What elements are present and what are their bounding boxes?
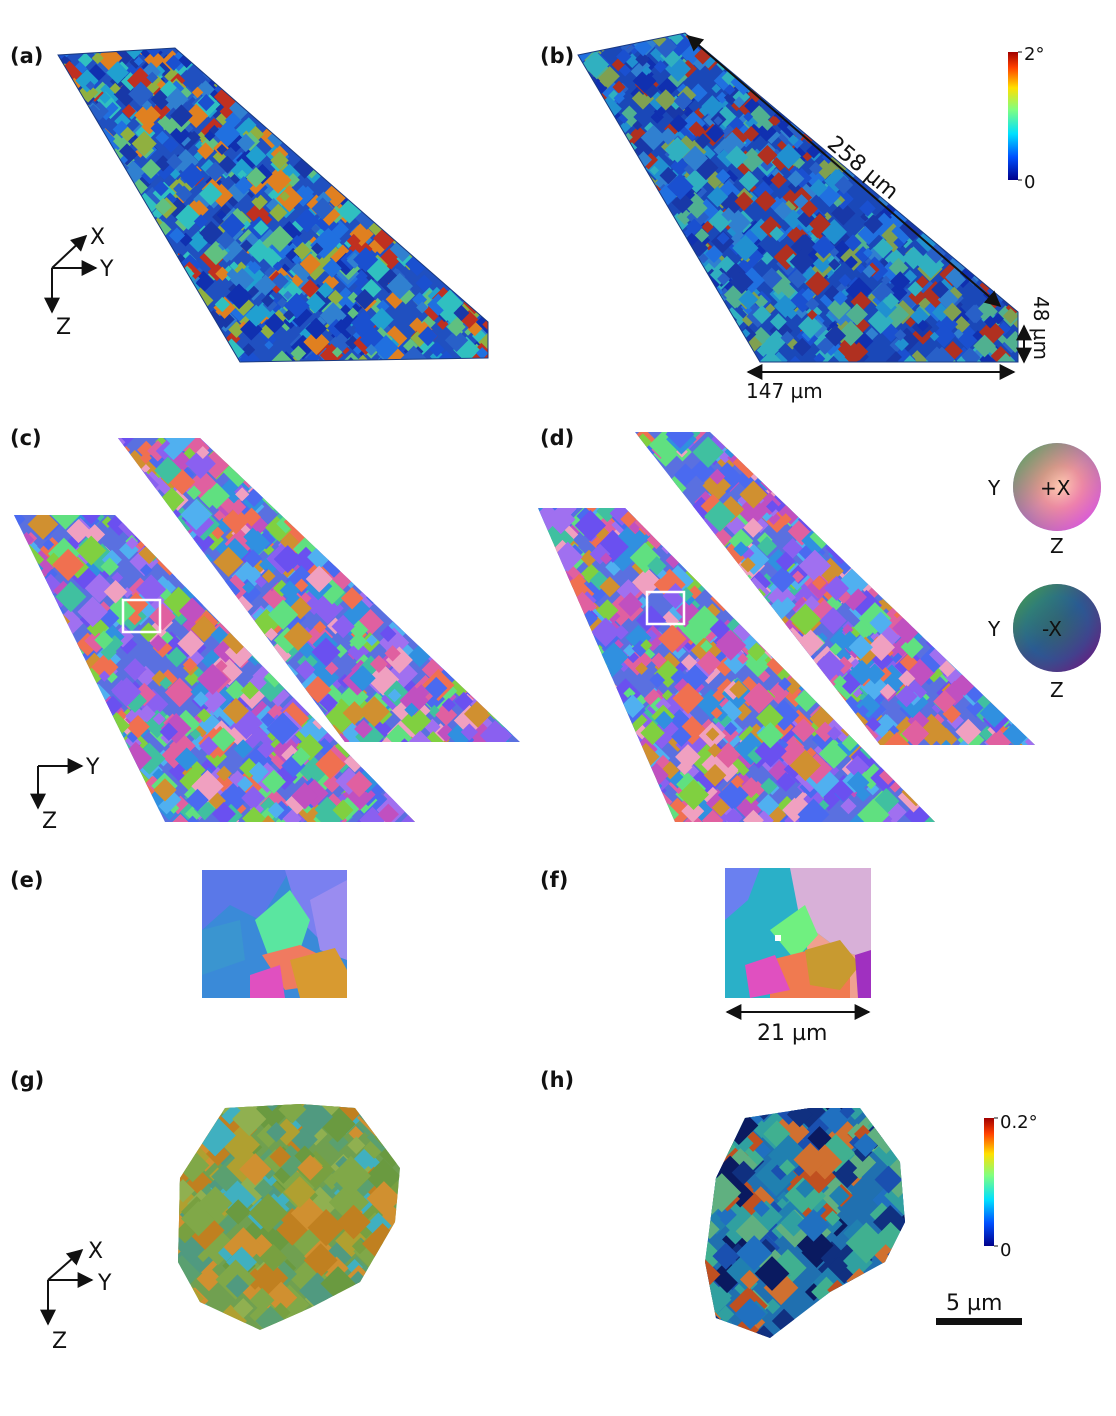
scale-bar-label: 5 µm: [946, 1291, 1002, 1316]
axis-x-label: X: [88, 1239, 103, 1264]
panel-h-grain: [705, 1108, 905, 1338]
scale-bar: 5 µm: [936, 1291, 1022, 1325]
panel-label-f: (f): [540, 868, 569, 892]
ipf-center-label: -X: [1042, 617, 1062, 641]
axis-triad-a: X Y Z: [44, 225, 114, 340]
panel-label-h: (h): [540, 1068, 575, 1092]
panel-label-e: (e): [10, 868, 44, 892]
panel-b-volume: [577, 32, 1019, 363]
axis-triad-c: Y Z: [30, 755, 100, 834]
axis-y-label: Y: [85, 755, 100, 780]
colorbar-bottom: 0.2° 0: [984, 1112, 1038, 1261]
colorbar-min-label: 0: [1000, 1240, 1011, 1261]
panel-g-grain: [178, 1104, 400, 1330]
panel-e-inset: [202, 870, 347, 998]
ipf-key-plus: +X Y Z: [987, 443, 1101, 558]
panel-label-b: (b): [540, 44, 575, 68]
colorbar-max-label: 0.2°: [1000, 1112, 1038, 1133]
axis-y-label: Y: [99, 257, 114, 282]
axis-x-label: X: [90, 225, 105, 250]
width-label: 147 µm: [746, 379, 823, 403]
axis-y-label: Y: [97, 1271, 112, 1296]
ipf-left-label: Y: [987, 476, 1001, 500]
inset-box-c: [121, 598, 162, 634]
inset-width-annotation: 21 µm: [725, 1004, 871, 1046]
colorbar-max-label: 2°: [1024, 44, 1044, 65]
axis-z-label: Z: [42, 809, 57, 834]
panel-c-slices: [14, 438, 520, 822]
ipf-center-label: +X: [1040, 476, 1071, 500]
colorbar-top: 2° 0: [1008, 44, 1044, 193]
panel-a-volume: [57, 47, 489, 363]
panel-d-slices: [538, 432, 1035, 822]
axis-triad-g: X Y Z: [40, 1239, 112, 1354]
inset-width-label: 21 µm: [757, 1021, 827, 1046]
inset-box-d: [645, 590, 686, 626]
ipf-key-minus: -X Y Z: [987, 584, 1101, 702]
panel-label-c: (c): [10, 426, 42, 450]
ipf-bottom-label: Z: [1050, 678, 1064, 702]
axis-z-label: Z: [56, 315, 71, 340]
thickness-label: 48 µm: [1029, 296, 1053, 360]
panel-label-a: (a): [10, 44, 44, 68]
panel-f-inset: [725, 868, 871, 998]
ipf-bottom-label: Z: [1050, 534, 1064, 558]
axis-z-label: Z: [52, 1329, 67, 1354]
panel-label-d: (d): [540, 426, 575, 450]
colorbar-min-label: 0: [1024, 172, 1035, 193]
ipf-left-label: Y: [987, 617, 1001, 641]
panel-label-g: (g): [10, 1068, 45, 1092]
